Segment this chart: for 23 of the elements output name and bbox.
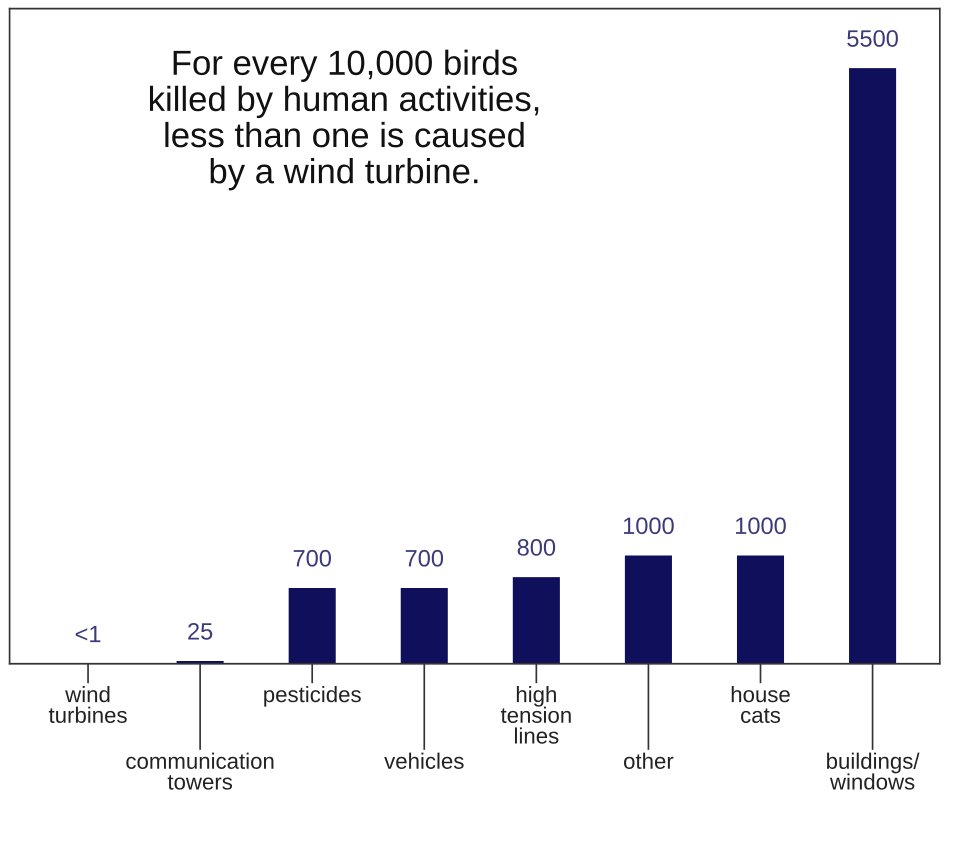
data-label: 700 [294,550,331,567]
x-tick-label: high tension lines [500,686,571,744]
x-tick-label: other [624,752,674,769]
data-label: <1 [76,626,100,642]
x-tick-label: wind turbines [48,686,127,723]
data-label: 800 [518,539,556,556]
x-tick-label: pesticides [264,686,361,707]
x-tick-label: vehicles [384,752,464,769]
bar [400,588,448,664]
data-label: 700 [406,550,444,567]
bar [624,555,672,664]
bar [736,555,784,664]
bar [849,68,896,664]
data-label: 1000 [736,517,786,534]
bar [288,588,336,664]
data-label: 1000 [624,517,674,534]
x-tick-label: buildings/ windows [827,752,920,790]
annotation: For every 10,000 birds killed by human activities, less than one is caused by a wind turbine. [150,50,538,190]
data-label: 25 [188,622,212,640]
bar [512,577,560,664]
x-tick-label: communication towers [126,752,274,790]
x-tick-label: house cats [732,686,790,723]
data-label: 5500 [847,30,898,47]
